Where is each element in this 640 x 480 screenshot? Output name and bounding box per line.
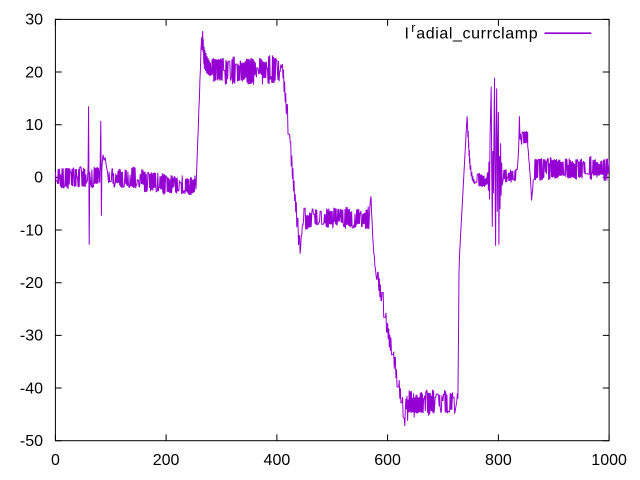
svg-text:200: 200 bbox=[153, 452, 180, 469]
svg-text:800: 800 bbox=[485, 452, 512, 469]
svg-text:-30: -30 bbox=[20, 328, 43, 345]
svg-text:10: 10 bbox=[25, 117, 43, 134]
svg-text:20: 20 bbox=[25, 64, 43, 81]
svg-text:-20: -20 bbox=[20, 275, 43, 292]
svg-text:0: 0 bbox=[51, 452, 60, 469]
svg-text:0: 0 bbox=[34, 170, 43, 187]
svg-text:-10: -10 bbox=[20, 222, 43, 239]
svg-text:-50: -50 bbox=[20, 433, 43, 450]
svg-text:600: 600 bbox=[374, 452, 401, 469]
svg-text:400: 400 bbox=[264, 452, 291, 469]
svg-text:1000: 1000 bbox=[591, 452, 627, 469]
svg-text:-40: -40 bbox=[20, 380, 43, 397]
svg-text:30: 30 bbox=[25, 12, 43, 29]
